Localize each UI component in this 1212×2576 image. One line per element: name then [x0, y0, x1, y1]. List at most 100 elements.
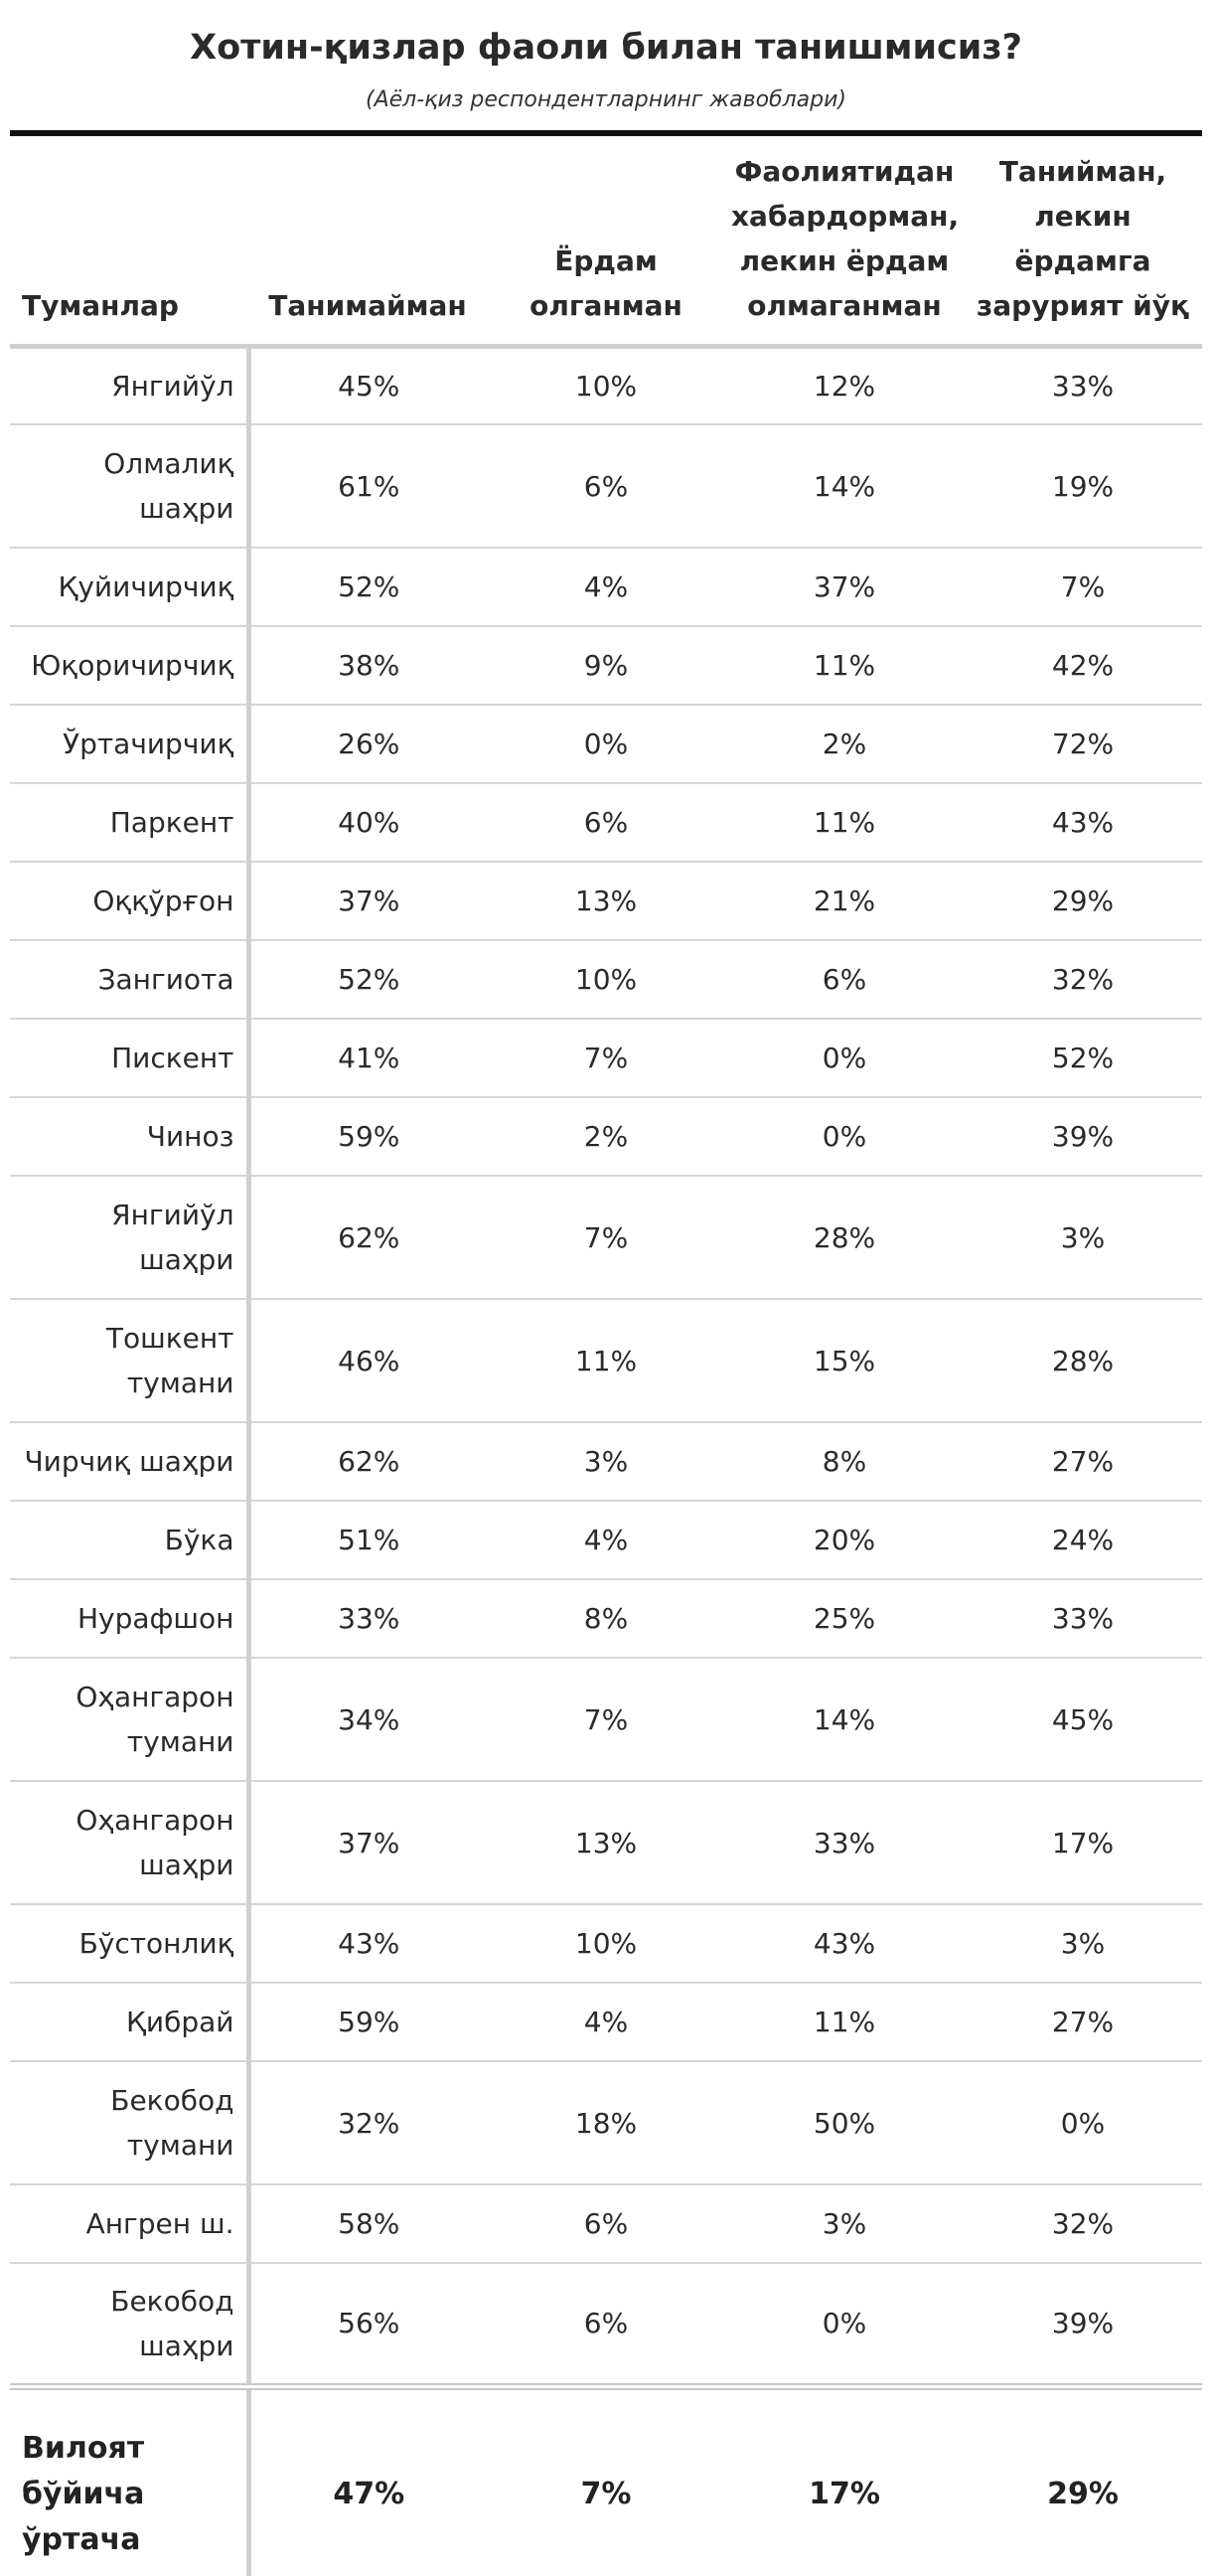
table-row: Нурафшон 33% 8% 25% 33% — [10, 1579, 1202, 1659]
table-cell: 26% — [248, 705, 487, 784]
table-cell: 51% — [248, 1501, 487, 1580]
table-row: Янгийўл 45% 10% 12% 33% — [10, 346, 1202, 425]
table-cell: 28% — [725, 1176, 964, 1300]
row-label: Оҳангарон тумани — [10, 1658, 251, 1782]
column-header-dont-know: Танимайман — [248, 130, 487, 349]
table-body: Янгийўл 45% 10% 12% 33% Олмалиқ шаҳри 61% 6% 14%… — [10, 346, 1202, 2387]
data-table: Туманлар Танимайман Ёрдам олганман Фаоли… — [10, 130, 1202, 2576]
table-cell: 37% — [248, 1781, 487, 1905]
total-cell: 17% — [725, 2382, 964, 2576]
total-row: Вилоят бўйича ўртача 47% 7% 17% 29% — [10, 2382, 1202, 2576]
table-cell: 59% — [248, 1983, 487, 2062]
row-label: Қуйичирчиқ — [10, 548, 251, 627]
table-cell: 29% — [964, 862, 1202, 941]
table-cell: 52% — [964, 1019, 1202, 1098]
table-cell: 13% — [487, 1781, 725, 1905]
table-cell: 13% — [487, 862, 725, 941]
table-cell: 33% — [248, 1579, 487, 1659]
table-cell: 19% — [964, 424, 1202, 549]
table-cell: 8% — [725, 1422, 964, 1502]
row-label: Нурафшон — [10, 1579, 251, 1659]
table-cell: 2% — [725, 705, 964, 784]
row-label: Тошкент тумани — [10, 1299, 251, 1423]
table-cell: 11% — [725, 626, 964, 706]
table-row: Қуйичирчиқ 52% 4% 37% 7% — [10, 548, 1202, 627]
table-cell: 10% — [487, 346, 725, 425]
table-row: Ангрен ш. 58% 6% 3% 32% — [10, 2184, 1202, 2264]
table-row: Бўка 51% 4% 20% 24% — [10, 1501, 1202, 1580]
table-cell: 45% — [964, 1658, 1202, 1782]
table-cell: 42% — [964, 626, 1202, 706]
row-label: Зангиота — [10, 940, 251, 1020]
table-cell: 27% — [964, 1422, 1202, 1502]
table-row: Оҳангарон тумани 34% 7% 14% 45% — [10, 1658, 1202, 1782]
table-cell: 37% — [248, 862, 487, 941]
total-row-label: Вилоят бўйича ўртача — [10, 2382, 251, 2576]
table-cell: 3% — [964, 1904, 1202, 1984]
table-cell: 0% — [487, 705, 725, 784]
table-cell: 3% — [964, 1176, 1202, 1300]
table-cell: 7% — [487, 1176, 725, 1300]
table-cell: 20% — [725, 1501, 964, 1580]
table-row: Пискент 41% 7% 0% 52% — [10, 1019, 1202, 1098]
row-label: Пискент — [10, 1019, 251, 1098]
row-label: Ангрен ш. — [10, 2184, 251, 2264]
table-cell: 6% — [487, 424, 725, 549]
table-cell: 43% — [248, 1904, 487, 1984]
table-cell: 34% — [248, 1658, 487, 1782]
row-label: Оҳангарон шаҳри — [10, 1781, 251, 1905]
row-label: Чиноз — [10, 1097, 251, 1177]
row-label: Олмалиқ шаҳри — [10, 424, 251, 549]
table-cell: 6% — [487, 2263, 725, 2387]
table-cell: 43% — [725, 1904, 964, 1984]
table-cell: 25% — [725, 1579, 964, 1659]
header-row: Туманлар Танимайман Ёрдам олганман Фаоли… — [10, 130, 1202, 349]
table-cell: 33% — [964, 1579, 1202, 1659]
table-row: Юқоричирчиқ 38% 9% 11% 42% — [10, 626, 1202, 706]
table-cell: 41% — [248, 1019, 487, 1098]
table-cell: 4% — [487, 1983, 725, 2062]
table-row: Зангиота 52% 10% 6% 32% — [10, 940, 1202, 1020]
table-cell: 50% — [725, 2061, 964, 2185]
table-row: Бекобод шаҳри 56% 6% 0% 39% — [10, 2263, 1202, 2387]
table-row: Янгийўл шаҳри 62% 7% 28% 3% — [10, 1176, 1202, 1300]
table-cell: 7% — [487, 1658, 725, 1782]
table-cell: 45% — [248, 346, 487, 425]
table-row: Оққўрғон 37% 13% 21% 29% — [10, 862, 1202, 941]
table-cell: 7% — [487, 1019, 725, 1098]
row-label: Янгийўл шаҳри — [10, 1176, 251, 1300]
table-cell: 39% — [964, 2263, 1202, 2387]
table-cell: 56% — [248, 2263, 487, 2387]
table-cell: 15% — [725, 1299, 964, 1423]
table-row: Қибрай 59% 4% 11% 27% — [10, 1983, 1202, 2062]
table-cell: 0% — [725, 1019, 964, 1098]
table-cell: 21% — [725, 862, 964, 941]
row-label: Паркент — [10, 783, 251, 863]
table-cell: 8% — [487, 1579, 725, 1659]
table-cell: 37% — [725, 548, 964, 627]
row-label: Ўртачирчиқ — [10, 705, 251, 784]
table-cell: 32% — [964, 2184, 1202, 2264]
row-label: Бекобод тумани — [10, 2061, 251, 2185]
table-cell: 3% — [487, 1422, 725, 1502]
table-cell: 0% — [725, 1097, 964, 1177]
table-cell: 10% — [487, 1904, 725, 1984]
table-cell: 4% — [487, 548, 725, 627]
table-cell: 6% — [487, 2184, 725, 2264]
table-cell: 39% — [964, 1097, 1202, 1177]
table-cell: 3% — [725, 2184, 964, 2264]
table-cell: 58% — [248, 2184, 487, 2264]
table-cell: 11% — [725, 1983, 964, 2062]
table-cell: 62% — [248, 1422, 487, 1502]
table-cell: 7% — [964, 548, 1202, 627]
table-cell: 52% — [248, 548, 487, 627]
table-cell: 33% — [964, 346, 1202, 425]
row-label: Қибрай — [10, 1983, 251, 2062]
table-cell: 40% — [248, 783, 487, 863]
table-cell: 59% — [248, 1097, 487, 1177]
table-row: Ўртачирчиқ 26% 0% 2% 72% — [10, 705, 1202, 784]
table-cell: 12% — [725, 346, 964, 425]
table-row: Олмалиқ шаҳри 61% 6% 14% 19% — [10, 424, 1202, 549]
row-label: Янгийўл — [10, 346, 251, 425]
table-cell: 24% — [964, 1501, 1202, 1580]
